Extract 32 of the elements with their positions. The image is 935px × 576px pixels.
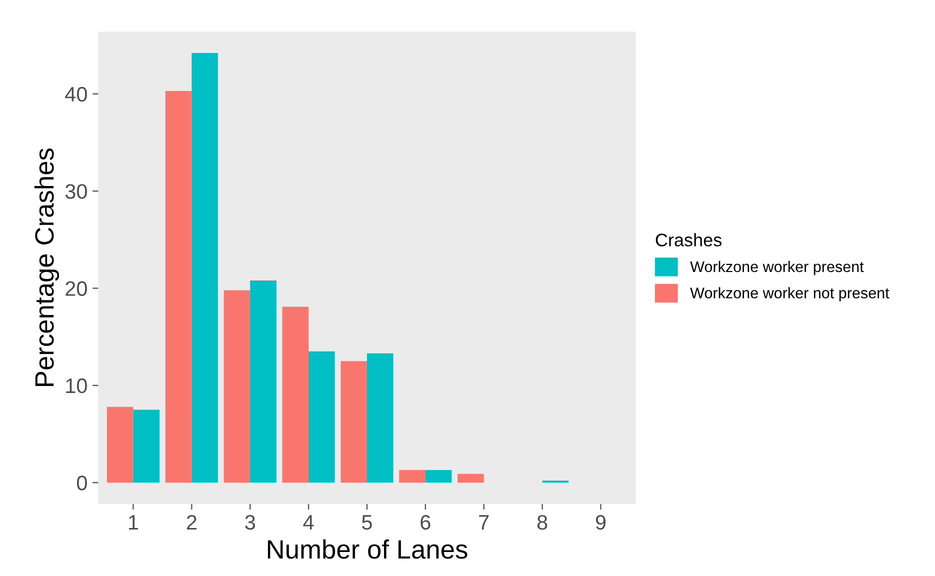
x-tick-label: 1: [129, 515, 138, 530]
bar: [282, 306, 309, 483]
bar: [425, 470, 452, 483]
bar: [250, 280, 276, 483]
x-tick-label: 4: [303, 515, 314, 530]
legend-title: Crashes: [656, 233, 722, 246]
x-tick-label: 3: [245, 514, 255, 530]
x-tick-label: 5: [362, 515, 372, 530]
x-tick-label: 6: [420, 514, 430, 530]
y-tick-label: 30: [65, 184, 87, 199]
legend-label: Workzone worker not present: [690, 287, 890, 302]
y-tick-label: 20: [66, 281, 87, 296]
bar: [366, 353, 394, 483]
bar: [340, 361, 367, 483]
x-tick-label: 7: [479, 515, 489, 530]
x-tick-label: 9: [596, 514, 606, 530]
x-tick-label: 8: [537, 514, 548, 530]
y-tick-label: 10: [66, 378, 87, 394]
bar: [224, 290, 250, 483]
bar: [106, 406, 134, 483]
bar: [458, 474, 484, 483]
x-axis-title: Number of Lanes: [268, 539, 468, 559]
legend-label: Workzone worker present: [690, 260, 864, 276]
y-axis-title: Percentage Crashes: [34, 148, 60, 386]
x-tick-label: 2: [186, 514, 196, 530]
bar: [165, 90, 192, 483]
bar: [308, 351, 335, 483]
bar: [399, 470, 426, 483]
bar: [133, 410, 160, 483]
y-tick-label: 0: [76, 476, 87, 490]
y-tick-label: 40: [65, 86, 87, 102]
bar: [192, 53, 218, 483]
